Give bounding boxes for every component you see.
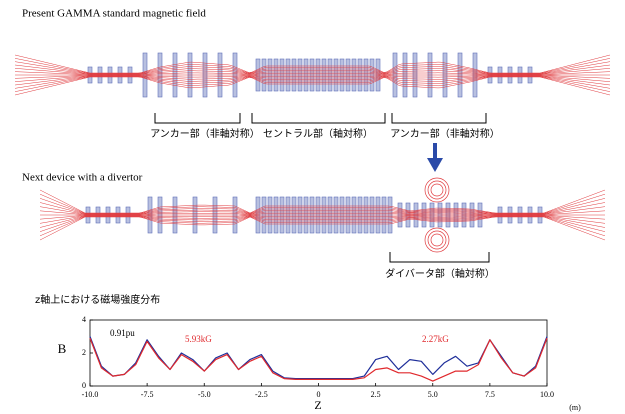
divertor-loop	[425, 178, 449, 202]
section-label: ダイバータ部（軸対称）	[385, 267, 495, 280]
divertor-loop	[425, 228, 449, 252]
divertor-loop	[431, 184, 443, 196]
annotation: 0.91pu	[110, 328, 135, 338]
section-label: セントラル部（軸対称）	[263, 127, 373, 140]
x-tick-label: 2.5	[371, 390, 381, 399]
bracket	[155, 113, 486, 123]
y-tick-label: 0	[82, 381, 86, 390]
chart: 0 2 4 -10.0 -7.5 -5.0 -2.5 0 2.5 5.0 7.5 10.0	[82, 315, 554, 399]
section-label: アンカー部（非軸対称）	[150, 127, 260, 140]
plot-frame	[90, 320, 547, 386]
bracket	[390, 252, 489, 262]
device-diagram	[15, 53, 610, 97]
divertor-loop	[431, 234, 443, 246]
x-tick-label: 10.0	[540, 390, 554, 399]
x-unit-label: (m)	[569, 403, 581, 412]
x-tick-label: 0	[317, 390, 321, 399]
device-diagram	[40, 178, 605, 252]
y-tick-label: 4	[82, 315, 86, 324]
diagram-title: Next device with a divertor	[22, 172, 143, 184]
chart-title: z軸上における磁場強度分布	[35, 293, 160, 306]
y-tick-label: 2	[82, 348, 86, 357]
x-tick-label: -7.5	[141, 390, 154, 399]
y-axis-label: B	[58, 341, 67, 356]
x-tick-label: -10.0	[82, 390, 99, 399]
x-tick-label: 7.5	[485, 390, 495, 399]
x-tick-label: 5.0	[428, 390, 438, 399]
x-axis-label: Z	[314, 398, 321, 412]
section-label: アンカー部（非軸対称）	[390, 127, 500, 140]
annotation: 2.27kG	[422, 334, 449, 344]
x-tick-label: -2.5	[255, 390, 268, 399]
diagram-title: Present GAMMA standard magnetic field	[22, 8, 206, 20]
annotation: 5.93kG	[185, 334, 212, 344]
arrow-head	[427, 158, 443, 172]
x-tick-label: -5.0	[198, 390, 211, 399]
figure: Present GAMMA standard magnetic field アン…	[0, 0, 625, 414]
data-line	[90, 338, 547, 381]
